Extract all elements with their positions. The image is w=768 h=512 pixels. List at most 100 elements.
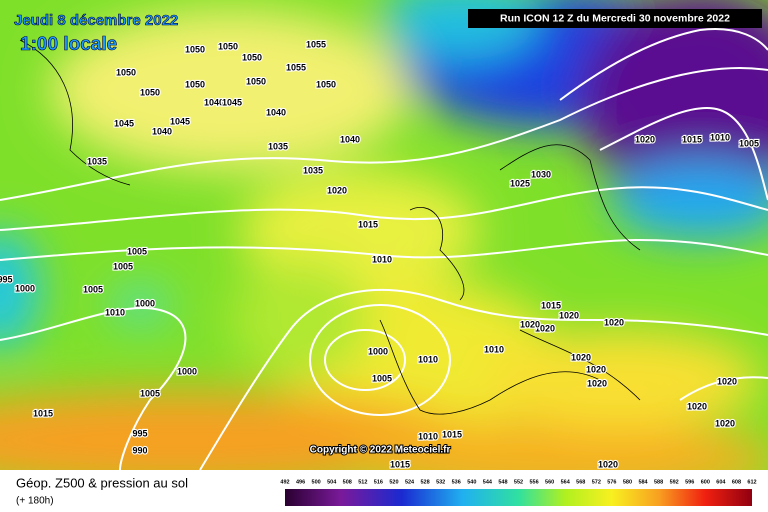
scale-label: 612 bbox=[747, 479, 756, 485]
scale-label: 580 bbox=[623, 479, 632, 485]
isobar-label: 1005 bbox=[83, 284, 103, 294]
isobar-label: 1050 bbox=[316, 79, 336, 89]
isobar-label: 1015 bbox=[390, 459, 410, 469]
isobar-label: 1000 bbox=[135, 298, 155, 308]
isobar-label: 1045 bbox=[170, 116, 190, 126]
scale-label: 528 bbox=[421, 479, 430, 485]
scale-label: 560 bbox=[545, 479, 554, 485]
forecast-date: Jeudi 8 décembre 2022 bbox=[14, 12, 178, 29]
coastlines bbox=[19, 39, 641, 415]
isobar-label: 1005 bbox=[113, 261, 133, 271]
isobar-label: 1040 bbox=[204, 97, 224, 107]
isobar-label: 1055 bbox=[306, 39, 326, 49]
isobar-label: 1015 bbox=[541, 300, 561, 310]
scale-label: 500 bbox=[312, 479, 321, 485]
run-banner bbox=[468, 9, 762, 28]
isobar-label: 1055 bbox=[286, 62, 306, 72]
isobar-label: 1020 bbox=[559, 310, 579, 320]
scale-label: 536 bbox=[452, 479, 461, 485]
isobar-label: 995 bbox=[0, 274, 13, 284]
scale-label: 588 bbox=[654, 479, 663, 485]
isobar-label: 1020 bbox=[715, 418, 735, 428]
isobar-label: 1020 bbox=[635, 134, 655, 144]
isobar-label: 1020 bbox=[571, 352, 591, 362]
isobar-label: 1035 bbox=[303, 165, 323, 175]
isobar-label: 1025 bbox=[510, 178, 530, 188]
isobar-label: 1050 bbox=[140, 87, 160, 97]
scale-label: 608 bbox=[732, 479, 741, 485]
forecast-time: 1:00 locale bbox=[20, 34, 117, 55]
scale-label: 516 bbox=[374, 479, 383, 485]
isobar-label: 1020 bbox=[586, 364, 606, 374]
scale-label: 592 bbox=[670, 479, 679, 485]
isobar-label: 1020 bbox=[598, 459, 618, 469]
isobar-label: 1000 bbox=[15, 283, 35, 293]
isobar-label: 995 bbox=[132, 428, 147, 438]
scale-label: 564 bbox=[561, 479, 571, 485]
scale-label: 512 bbox=[358, 479, 367, 485]
isobar-label: 1005 bbox=[372, 373, 392, 383]
scale-label: 568 bbox=[576, 479, 585, 485]
copyright: Copyright © 2022 Meteociel.fr bbox=[310, 445, 451, 456]
isobar-label: 1040 bbox=[340, 134, 360, 144]
scale-label: 596 bbox=[685, 479, 694, 485]
isobar-label: 1015 bbox=[358, 219, 378, 229]
scale-label: 504 bbox=[327, 479, 337, 485]
isobar-labels: 1050 1050 1055 1050 1055 1050 1050 1050 1050 1050… bbox=[0, 38, 760, 470]
scale-label: 508 bbox=[343, 479, 352, 485]
isobar-label: 1040 bbox=[266, 107, 286, 117]
scale-label: 572 bbox=[592, 479, 601, 485]
isobar-label: 990 bbox=[132, 445, 147, 455]
isobars bbox=[0, 28, 768, 471]
scale-label: 576 bbox=[607, 479, 616, 485]
isobar-label: 1020 bbox=[687, 401, 707, 411]
isobar-label: 1020 bbox=[520, 319, 540, 329]
isobar-label: 1000 bbox=[368, 346, 388, 356]
scale-label: 552 bbox=[514, 479, 523, 485]
isobar-label: 1015 bbox=[442, 429, 462, 439]
run-info: Run ICON 12 Z du Mercredi 30 novembre 20… bbox=[500, 12, 730, 24]
color-scale-labels: 492 496 500 504 508 512 516 520 524 528 532 536 540 5… bbox=[280, 479, 756, 485]
isobar-label: 1040 bbox=[152, 126, 172, 136]
scale-label: 496 bbox=[296, 479, 305, 485]
scale-label: 600 bbox=[701, 479, 710, 485]
isobar-label: 1010 bbox=[372, 254, 392, 264]
isobar-label: 1035 bbox=[268, 141, 288, 151]
isobar-label: 1050 bbox=[218, 41, 238, 51]
isobar-label: 1030 bbox=[531, 169, 551, 179]
isobar-label: 1010 bbox=[418, 354, 438, 364]
isobar-label: 1010 bbox=[105, 307, 125, 317]
isobar-label: 1015 bbox=[682, 134, 702, 144]
isobar-label: 1000 bbox=[177, 366, 197, 376]
legend-title: Géop. Z500 & pression au sol bbox=[16, 475, 188, 490]
isobar-label: 1010 bbox=[484, 344, 504, 354]
legend-lead: (+ 180h) bbox=[16, 496, 54, 507]
isobar-label: 1005 bbox=[739, 138, 759, 148]
isobar-label: 1050 bbox=[185, 44, 205, 54]
scale-label: 524 bbox=[405, 479, 415, 485]
isobar-label: 1005 bbox=[140, 388, 160, 398]
isobar-label: 1020 bbox=[604, 317, 624, 327]
scale-label: 556 bbox=[529, 479, 538, 485]
isobar-label: 1020 bbox=[587, 378, 607, 388]
scale-label: 548 bbox=[498, 479, 507, 485]
isobar-label: 1050 bbox=[242, 52, 262, 62]
isobar-label: 1010 bbox=[710, 132, 730, 142]
scale-label: 584 bbox=[638, 479, 648, 485]
scale-label: 540 bbox=[467, 479, 476, 485]
isobar-label: 1020 bbox=[535, 323, 555, 333]
isobar-label: 1045 bbox=[114, 118, 134, 128]
isobar-label: 1050 bbox=[185, 79, 205, 89]
scale-label: 604 bbox=[716, 479, 726, 485]
scale-label: 544 bbox=[483, 479, 493, 485]
isobar-label: 1035 bbox=[87, 156, 107, 166]
isobar-label: 1045 bbox=[222, 97, 242, 107]
scale-label: 492 bbox=[280, 479, 289, 485]
isobar-label: 1010 bbox=[418, 431, 438, 441]
isobar-label: 1020 bbox=[717, 376, 737, 386]
isobar-label: 1050 bbox=[246, 76, 266, 86]
isobar-label: 1050 bbox=[116, 67, 136, 77]
scale-label: 532 bbox=[436, 479, 445, 485]
isobar-label: 1015 bbox=[33, 408, 53, 418]
